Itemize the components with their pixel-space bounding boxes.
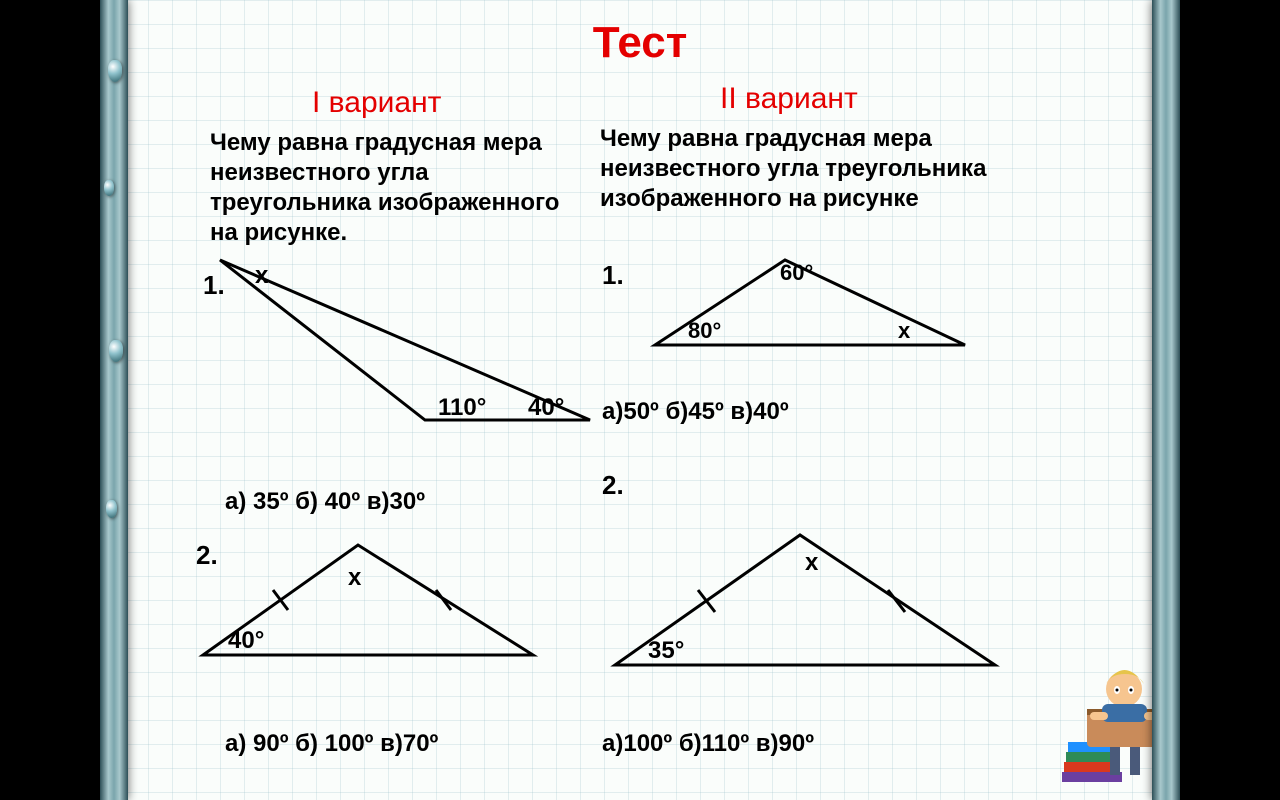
v2-q2-angle: 35°: [648, 637, 684, 664]
v2-q2-answers: а)100º б)110º в)90º: [602, 730, 814, 758]
v2-q1-answers: а)50º б)45º в)40º: [602, 398, 789, 426]
v1-q1-a: 110°: [438, 394, 486, 421]
v2-q1-num: 1.: [602, 260, 624, 291]
frame-right: [1152, 0, 1180, 800]
v2-q1-triangle: 60° 80° x: [640, 245, 980, 355]
v2-q1-top: 60°: [780, 260, 813, 285]
slide: Тест I вариант Чему равна градусная мера…: [100, 0, 1180, 800]
v2-q2-x: x: [805, 549, 819, 576]
v2-q2-triangle: x 35°: [600, 520, 1010, 680]
v1-q2-x: x: [348, 564, 362, 591]
v1-q1-x: x: [255, 262, 269, 289]
title: Тест: [100, 18, 1180, 68]
v1-q1-answers: а) 35º б) 40º в)30º: [225, 488, 425, 516]
v1-q2-angle: 40°: [228, 627, 264, 654]
v1-q2-answers: а) 90º б) 100º в)70º: [225, 730, 438, 758]
variant1-question: Чему равна градусная мера неизвестного у…: [210, 128, 590, 248]
v2-q2-num: 2.: [602, 470, 624, 501]
v2-q1-x: x: [898, 318, 911, 343]
v1-q1-b: 40°: [528, 394, 564, 421]
variant1-title: I вариант: [312, 86, 441, 120]
v1-q2-triangle: x 40°: [188, 530, 548, 670]
variant2-question: Чему равна градусная мера неизвестного у…: [600, 124, 1020, 214]
variant2-title: II вариант: [720, 82, 858, 116]
v1-q1-triangle: x 110° 40°: [200, 245, 620, 435]
v2-q1-left: 80°: [688, 318, 721, 343]
frame-left: [100, 0, 128, 800]
